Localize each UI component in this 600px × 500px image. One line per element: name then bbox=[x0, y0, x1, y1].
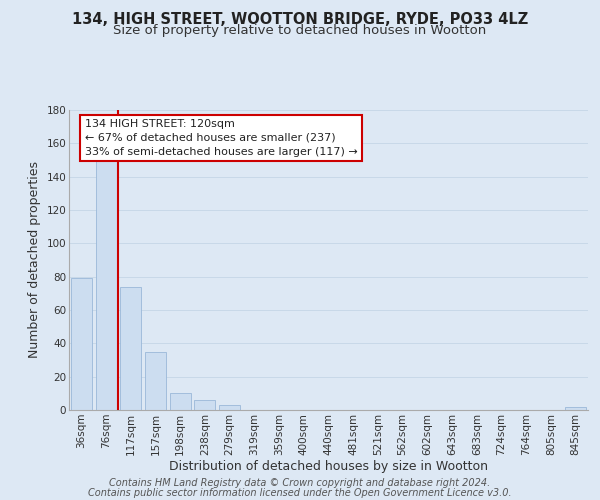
X-axis label: Distribution of detached houses by size in Wootton: Distribution of detached houses by size … bbox=[169, 460, 488, 473]
Text: 134 HIGH STREET: 120sqm
← 67% of detached houses are smaller (237)
33% of semi-d: 134 HIGH STREET: 120sqm ← 67% of detache… bbox=[85, 119, 358, 157]
Bar bbox=[219, 405, 240, 410]
Bar bbox=[120, 286, 141, 410]
Text: 134, HIGH STREET, WOOTTON BRIDGE, RYDE, PO33 4LZ: 134, HIGH STREET, WOOTTON BRIDGE, RYDE, … bbox=[72, 12, 528, 28]
Bar bbox=[71, 278, 92, 410]
Text: Contains HM Land Registry data © Crown copyright and database right 2024.: Contains HM Land Registry data © Crown c… bbox=[109, 478, 491, 488]
Bar bbox=[170, 394, 191, 410]
Bar bbox=[145, 352, 166, 410]
Text: Size of property relative to detached houses in Wootton: Size of property relative to detached ho… bbox=[113, 24, 487, 37]
Bar bbox=[565, 406, 586, 410]
Bar bbox=[194, 400, 215, 410]
Y-axis label: Number of detached properties: Number of detached properties bbox=[28, 162, 41, 358]
Bar bbox=[95, 158, 116, 410]
Text: Contains public sector information licensed under the Open Government Licence v3: Contains public sector information licen… bbox=[88, 488, 512, 498]
